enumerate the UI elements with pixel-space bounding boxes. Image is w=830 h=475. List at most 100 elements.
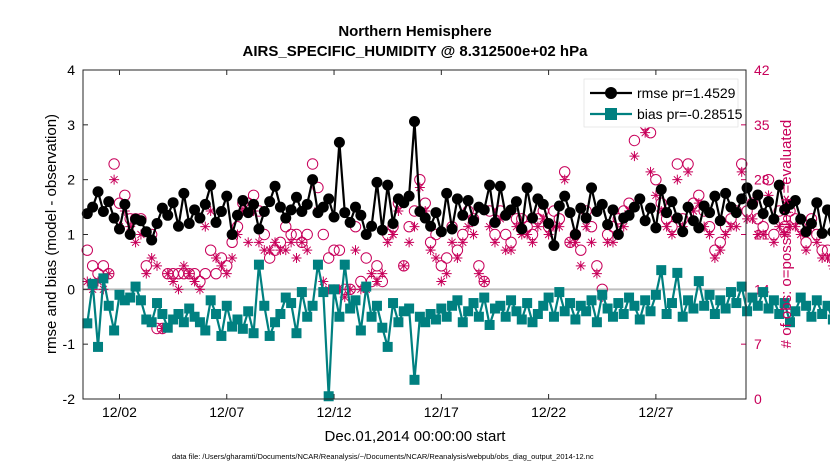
obs-evaluated-marker xyxy=(334,284,345,295)
bias-point xyxy=(618,309,629,320)
y-tick-label: 0 xyxy=(67,281,75,297)
rmse-point xyxy=(360,229,372,240)
rmse-point xyxy=(682,201,694,213)
obs-evaluated-marker xyxy=(683,166,694,177)
rmse-point xyxy=(333,136,345,148)
obs-evaluated-marker xyxy=(350,245,361,256)
rmse-point xyxy=(215,205,227,217)
bias-point xyxy=(672,267,683,278)
bias-point xyxy=(119,295,130,306)
obs-evaluated-marker xyxy=(656,206,667,216)
obs-possible-marker xyxy=(440,252,453,264)
bias-point xyxy=(699,300,710,311)
bias-point xyxy=(296,287,307,298)
obs-evaluated-marker xyxy=(130,237,141,248)
bias-point xyxy=(554,287,565,298)
obs-evaluated-marker xyxy=(382,237,393,248)
obs-possible-marker xyxy=(328,244,340,256)
rmse-point xyxy=(435,226,447,238)
bias-point xyxy=(822,300,830,311)
obs-evaluated-marker xyxy=(522,229,533,240)
obs-evaluated-marker xyxy=(468,229,479,240)
obs-evaluated-marker xyxy=(414,182,425,193)
rmse-point xyxy=(253,223,265,235)
rmse-point xyxy=(553,200,565,212)
obs-possible-marker xyxy=(81,244,93,256)
obs-evaluated-marker xyxy=(452,253,463,263)
obs-evaluated-marker xyxy=(355,284,366,295)
obs-evaluated-marker xyxy=(318,276,329,287)
rmse-point xyxy=(494,180,506,192)
rmse-point xyxy=(269,180,281,192)
obs-evaluated-marker xyxy=(575,260,586,271)
rmse-point xyxy=(403,190,415,202)
obs-evaluated-marker xyxy=(286,237,297,248)
rmse-point xyxy=(162,209,174,221)
legend: rmse pr=1.4529 bias pr=-0.28515 xyxy=(583,78,743,128)
rmse-point xyxy=(634,193,646,205)
bias-point xyxy=(312,259,323,270)
bias-point xyxy=(146,317,157,328)
bias-point xyxy=(634,314,645,325)
obs-evaluated-marker xyxy=(591,268,602,279)
bias-point xyxy=(790,306,801,317)
rmse-point xyxy=(741,182,753,194)
rmse-point xyxy=(349,201,361,213)
obs-possible-marker xyxy=(306,158,319,170)
obs-possible-marker xyxy=(296,236,308,249)
bias-point xyxy=(430,314,441,325)
rmse-point xyxy=(178,187,190,199)
obs-possible-marker xyxy=(333,244,346,256)
bias-point xyxy=(237,323,248,334)
bias-point xyxy=(216,330,227,341)
bias-point xyxy=(532,309,543,320)
y2-tick-label: 0 xyxy=(754,391,762,407)
obs-evaluated-marker xyxy=(109,174,120,185)
rmse-point xyxy=(548,239,560,251)
obs-evaluated-marker xyxy=(554,221,565,232)
obs-evaluated-marker xyxy=(259,245,270,256)
rmse-point xyxy=(221,190,233,202)
plot-frame xyxy=(82,69,747,400)
obs-evaluated-marker xyxy=(93,276,104,287)
obs-evaluated-marker xyxy=(774,221,785,232)
rmse-point xyxy=(301,198,313,210)
rmse-point xyxy=(789,195,801,207)
obs-evaluated-marker xyxy=(779,229,790,240)
rmse-point xyxy=(607,204,619,216)
obs-evaluated-marker xyxy=(253,237,264,248)
rmse-point xyxy=(811,197,823,209)
bias-point xyxy=(329,284,340,295)
rmse-point xyxy=(113,223,125,235)
obs-evaluated-marker xyxy=(168,276,179,287)
obs-evaluated-marker xyxy=(650,190,661,201)
bias-point xyxy=(473,311,484,322)
chart-subtitle: AIRS_SPECIFIC_HUMIDITY @ 8.312500e+02 hP… xyxy=(243,43,589,60)
bias-point xyxy=(527,317,538,328)
obs-evaluated-marker xyxy=(602,237,613,248)
rmse-point xyxy=(569,229,581,240)
bias-point xyxy=(323,391,334,402)
y-tick-label: 1 xyxy=(67,227,75,243)
bias-point xyxy=(302,311,313,322)
bias-point xyxy=(752,300,763,311)
legend-rmse-marker xyxy=(605,87,617,99)
rmse-point xyxy=(355,209,367,221)
rmse-point xyxy=(521,182,533,194)
rmse-point xyxy=(328,211,340,223)
rmse-point xyxy=(628,201,640,213)
bias-point xyxy=(801,300,812,311)
rmse-point xyxy=(704,207,716,219)
rmse-point xyxy=(586,182,598,194)
obs-evaluated-marker xyxy=(323,284,334,295)
rmse-point xyxy=(285,204,297,216)
rmse-point xyxy=(446,223,458,235)
obs-evaluated-marker xyxy=(82,276,93,287)
obs-evaluated-marker xyxy=(506,245,517,256)
bias-point xyxy=(178,317,189,328)
bias-point xyxy=(334,311,345,322)
bias-point xyxy=(484,319,495,330)
x-tick-label: 12/22 xyxy=(531,404,566,420)
chart-title: Northern Hemisphere xyxy=(338,23,491,40)
obs-evaluated-marker xyxy=(388,229,399,240)
